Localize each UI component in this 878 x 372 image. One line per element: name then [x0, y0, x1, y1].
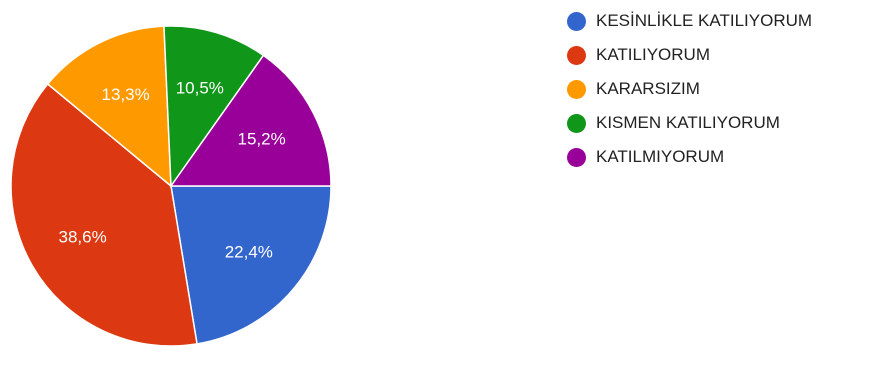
legend-swatch-icon [567, 147, 586, 167]
pie-slice-5 [169, 54, 332, 187]
pie-slice-label-5: 15,2% [237, 130, 285, 149]
legend-swatch-icon [567, 79, 586, 99]
legend-label: KARARSIZIM [596, 79, 700, 98]
legend-swatch-icon [567, 11, 586, 31]
pie-slice-label-4: 10,5% [176, 79, 224, 98]
pie-slice-1 [170, 185, 332, 345]
legend-swatch-icon [567, 113, 586, 133]
legend-label: KISMEN KATILIYORUM [596, 113, 780, 132]
legend: KESİNLİKLE KATILIYORUM KATILIYORUM KARARSI… [567, 4, 812, 174]
legend-label: KATILMIYORUM [596, 147, 725, 166]
pie-slice-2 [10, 82, 198, 347]
pie-slice-label-1: 22,4% [225, 243, 273, 262]
pie-slice-4 [163, 25, 265, 189]
pie-slice-labels: 22,4% 38,6% 13,3% 10,5% 15,2% [58, 79, 285, 262]
legend-item: KATILIYORUM [567, 38, 812, 72]
legend-item: KARARSIZIM [567, 72, 812, 106]
pie-slice-3 [46, 25, 172, 188]
legend-label: KESİNLİKLE KATILIYORUM [596, 11, 813, 30]
legend-label: KATILIYORUM [596, 45, 710, 64]
legend-item: KISMEN KATILIYORUM [567, 106, 812, 140]
pie-slices [10, 25, 332, 347]
legend-item: KATILMIYORUM [567, 140, 812, 174]
pie-slice-label-3: 13,3% [101, 85, 149, 104]
legend-swatch-icon [567, 45, 586, 65]
pie-slice-label-2: 38,6% [58, 227, 106, 246]
legend-item: KESİNLİKLE KATILIYORUM [567, 4, 812, 38]
